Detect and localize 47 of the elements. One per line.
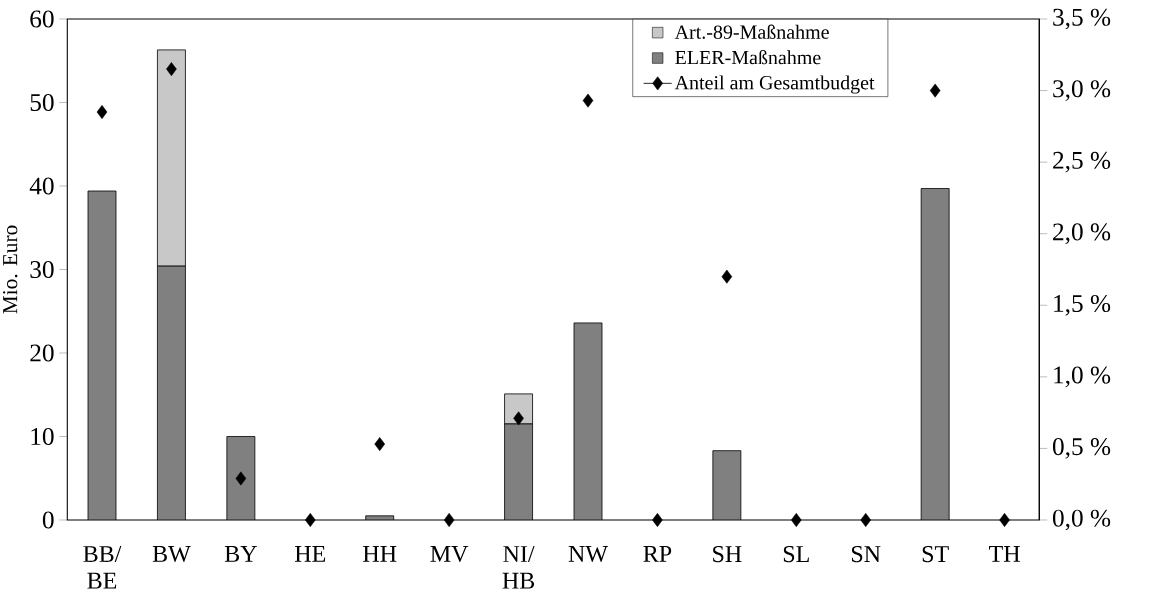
point	[96, 105, 108, 119]
x-tick-label: ST	[922, 546, 949, 563]
x-tick-label: SL	[783, 546, 809, 563]
y-tick-label: 40	[29, 177, 54, 195]
legend-label: Art.-89-Maßnahme	[674, 24, 829, 39]
point	[513, 411, 524, 426]
y-tick-label: 60	[30, 10, 54, 28]
point	[582, 93, 594, 108]
x-tick-label: NW	[568, 546, 608, 563]
x-tick-label: HH	[363, 546, 397, 562]
y2-tick-label: 3,5 %	[1053, 8, 1111, 30]
point	[305, 513, 316, 527]
point	[166, 62, 177, 77]
y2-tick-label: 1,5 %	[1054, 294, 1111, 316]
point	[860, 513, 871, 527]
x-tick-label: NI/ HB	[502, 546, 535, 589]
point	[791, 513, 802, 527]
point	[235, 471, 247, 486]
point	[443, 513, 455, 527]
x-tick-label: MV	[430, 546, 469, 563]
x-tick-label: SH	[713, 546, 742, 563]
x-tick-label: HE	[294, 546, 326, 562]
y-axis-title: Mio. Euro	[3, 225, 18, 314]
x-tick-label: BY	[224, 546, 257, 562]
legend-label: Anteil am Gesamtbudget	[674, 75, 875, 94]
legend-label: ELER-Maßnahme	[675, 50, 821, 65]
y-tick-label: 30	[30, 260, 54, 279]
y2-tick-label: 2,5 %	[1053, 151, 1111, 173]
x-tick-label: BW	[152, 546, 191, 563]
y-tick-label: 0	[42, 511, 54, 529]
y-tick-label: 50	[30, 93, 54, 112]
x-tick-label: RP	[643, 546, 672, 562]
point	[999, 513, 1010, 527]
y-tick-label: 10	[31, 427, 54, 446]
point	[374, 437, 385, 452]
point	[929, 83, 941, 98]
y2-tick-label: 2,0 %	[1053, 223, 1111, 245]
x-tick-label: SN	[851, 546, 881, 563]
x-tick-label: BB/ BE	[83, 546, 122, 589]
y2-tick-label: 1,0 %	[1054, 366, 1111, 388]
point	[721, 269, 733, 284]
y-tick-label: 20	[30, 344, 54, 362]
y2-tick-label: 0,5 %	[1052, 438, 1111, 459]
x-tick-label: TH	[989, 546, 1020, 562]
y2-tick-label: 3,0 %	[1053, 80, 1111, 101]
point	[652, 513, 663, 527]
y2-tick-label: 0,0 %	[1052, 509, 1111, 531]
